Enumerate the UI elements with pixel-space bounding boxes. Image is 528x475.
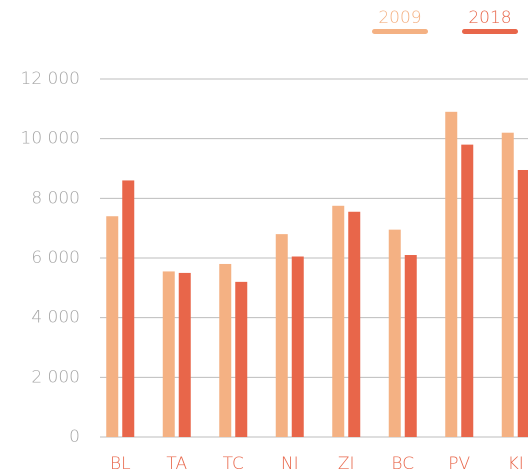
x-tick-label: BL bbox=[110, 454, 131, 474]
y-tick-label: 0 bbox=[69, 427, 80, 447]
bar bbox=[461, 144, 474, 437]
y-tick-label: 6 000 bbox=[31, 248, 80, 268]
x-tick-label: BC bbox=[391, 454, 414, 474]
bar bbox=[275, 234, 288, 437]
bar bbox=[388, 229, 401, 437]
bar bbox=[106, 216, 119, 437]
x-tick-label: ZI bbox=[338, 454, 355, 474]
bar bbox=[445, 111, 458, 438]
bar bbox=[348, 211, 361, 437]
bar bbox=[332, 205, 345, 437]
legend-swatch bbox=[462, 29, 518, 34]
y-tick-label: 10 000 bbox=[21, 129, 80, 149]
bar bbox=[517, 169, 528, 437]
x-tick-label: TA bbox=[166, 454, 187, 474]
bar bbox=[235, 281, 248, 437]
bar bbox=[501, 132, 514, 437]
x-tick-label: KI bbox=[508, 454, 524, 474]
y-tick-label: 4 000 bbox=[31, 308, 80, 328]
bar bbox=[291, 256, 304, 437]
bar bbox=[162, 271, 175, 437]
x-tick-label: NI bbox=[281, 454, 299, 474]
y-tick-label: 2 000 bbox=[31, 367, 80, 387]
bar bbox=[122, 180, 135, 437]
y-tick-label: 12 000 bbox=[21, 69, 80, 89]
bar bbox=[219, 263, 232, 437]
x-tick-label: PV bbox=[448, 454, 470, 474]
bar bbox=[178, 272, 191, 437]
legend-label: 2018 bbox=[468, 8, 511, 28]
legend-swatch bbox=[372, 29, 428, 34]
legend-label: 2009 bbox=[378, 8, 421, 28]
y-tick-label: 8 000 bbox=[31, 188, 80, 208]
x-tick-label: TC bbox=[223, 454, 244, 474]
bar bbox=[404, 255, 417, 437]
